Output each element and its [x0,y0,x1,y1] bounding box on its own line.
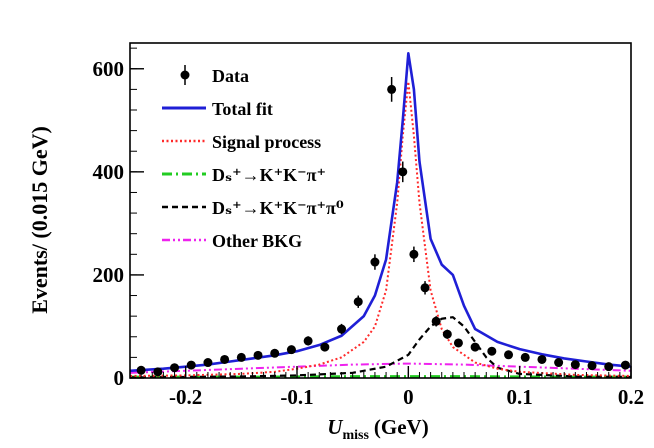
data-point [470,342,480,352]
legend-item-other: Other BKG [162,231,302,251]
legend-label: Dₛ⁺→K⁺K⁻π⁺ [212,165,326,185]
data-point [453,338,463,348]
data-point [398,167,408,177]
data-point [487,346,497,356]
data-point [409,249,419,259]
y-tick-label: 600 [93,57,125,81]
data-point [220,354,230,364]
x-tick-label: 0 [403,385,414,409]
x-axis-label-unit: (GeV) [374,415,429,439]
data-point [431,316,441,326]
data-point [604,362,614,372]
data-point [570,360,580,370]
legend-label: Signal process [212,132,321,152]
series-total-line [129,52,632,373]
data-point [236,352,246,362]
data-point [353,297,363,307]
data-point [504,350,514,360]
data-point [387,84,397,94]
data-point [303,336,313,346]
legend-item-data: Data [180,65,249,86]
legend-item-total: Total fit [162,99,273,119]
data-point [442,329,452,339]
x-tick-label: 0.2 [618,385,644,409]
data-point [153,367,163,377]
x-axis-label-subscript: miss [342,428,369,443]
legend-label: Total fit [212,99,273,119]
y-axis-label: Events/ (0.015 GeV) [27,126,52,314]
x-tick-label: -0.2 [169,385,202,409]
data-point [337,324,347,334]
legend-label: Dₛ⁺→K⁺K⁻π⁺π⁰ [212,198,344,218]
x-axis-label: Umiss (GeV) [327,415,428,443]
y-tick-label: 400 [93,160,125,184]
y-tick-label: 200 [93,263,125,287]
data-point [520,352,530,362]
legend-item-kkpipi0: Dₛ⁺→K⁺K⁻π⁺π⁰ [162,198,344,218]
legend-label: Other BKG [212,231,302,251]
data-point [370,257,380,267]
x-tick-label: 0.1 [507,385,533,409]
data-point [186,360,196,370]
data-point [537,354,547,364]
data-point [554,358,564,368]
data-point [253,350,263,360]
data-point [203,358,213,368]
data-point [170,363,180,373]
plot-frame [129,42,632,379]
data-point [587,361,597,371]
axes-layer: -0.2 -0.1 0 0.1 0.2 0 200 400 600 [93,47,644,409]
series-signal-line [129,80,632,377]
legend-item-kkpi: Dₛ⁺→K⁺K⁻π⁺ [162,165,326,185]
data-point [270,348,280,358]
data-points-layer [136,77,630,377]
legend-label: Data [212,66,249,86]
data-point [286,345,296,355]
x-tick-label: -0.1 [280,385,313,409]
curves-layer [129,52,632,379]
data-point [620,360,630,370]
legend-item-signal: Signal process [162,132,321,152]
x-axis-label-main: U [327,415,344,439]
data-point [136,365,146,375]
data-point [420,283,430,293]
data-point [320,342,330,352]
y-tick-label: 0 [114,366,125,390]
legend: Data Total fit Signal process Dₛ⁺→K⁺K⁻π⁺ Dₛ⁺… [162,65,344,251]
